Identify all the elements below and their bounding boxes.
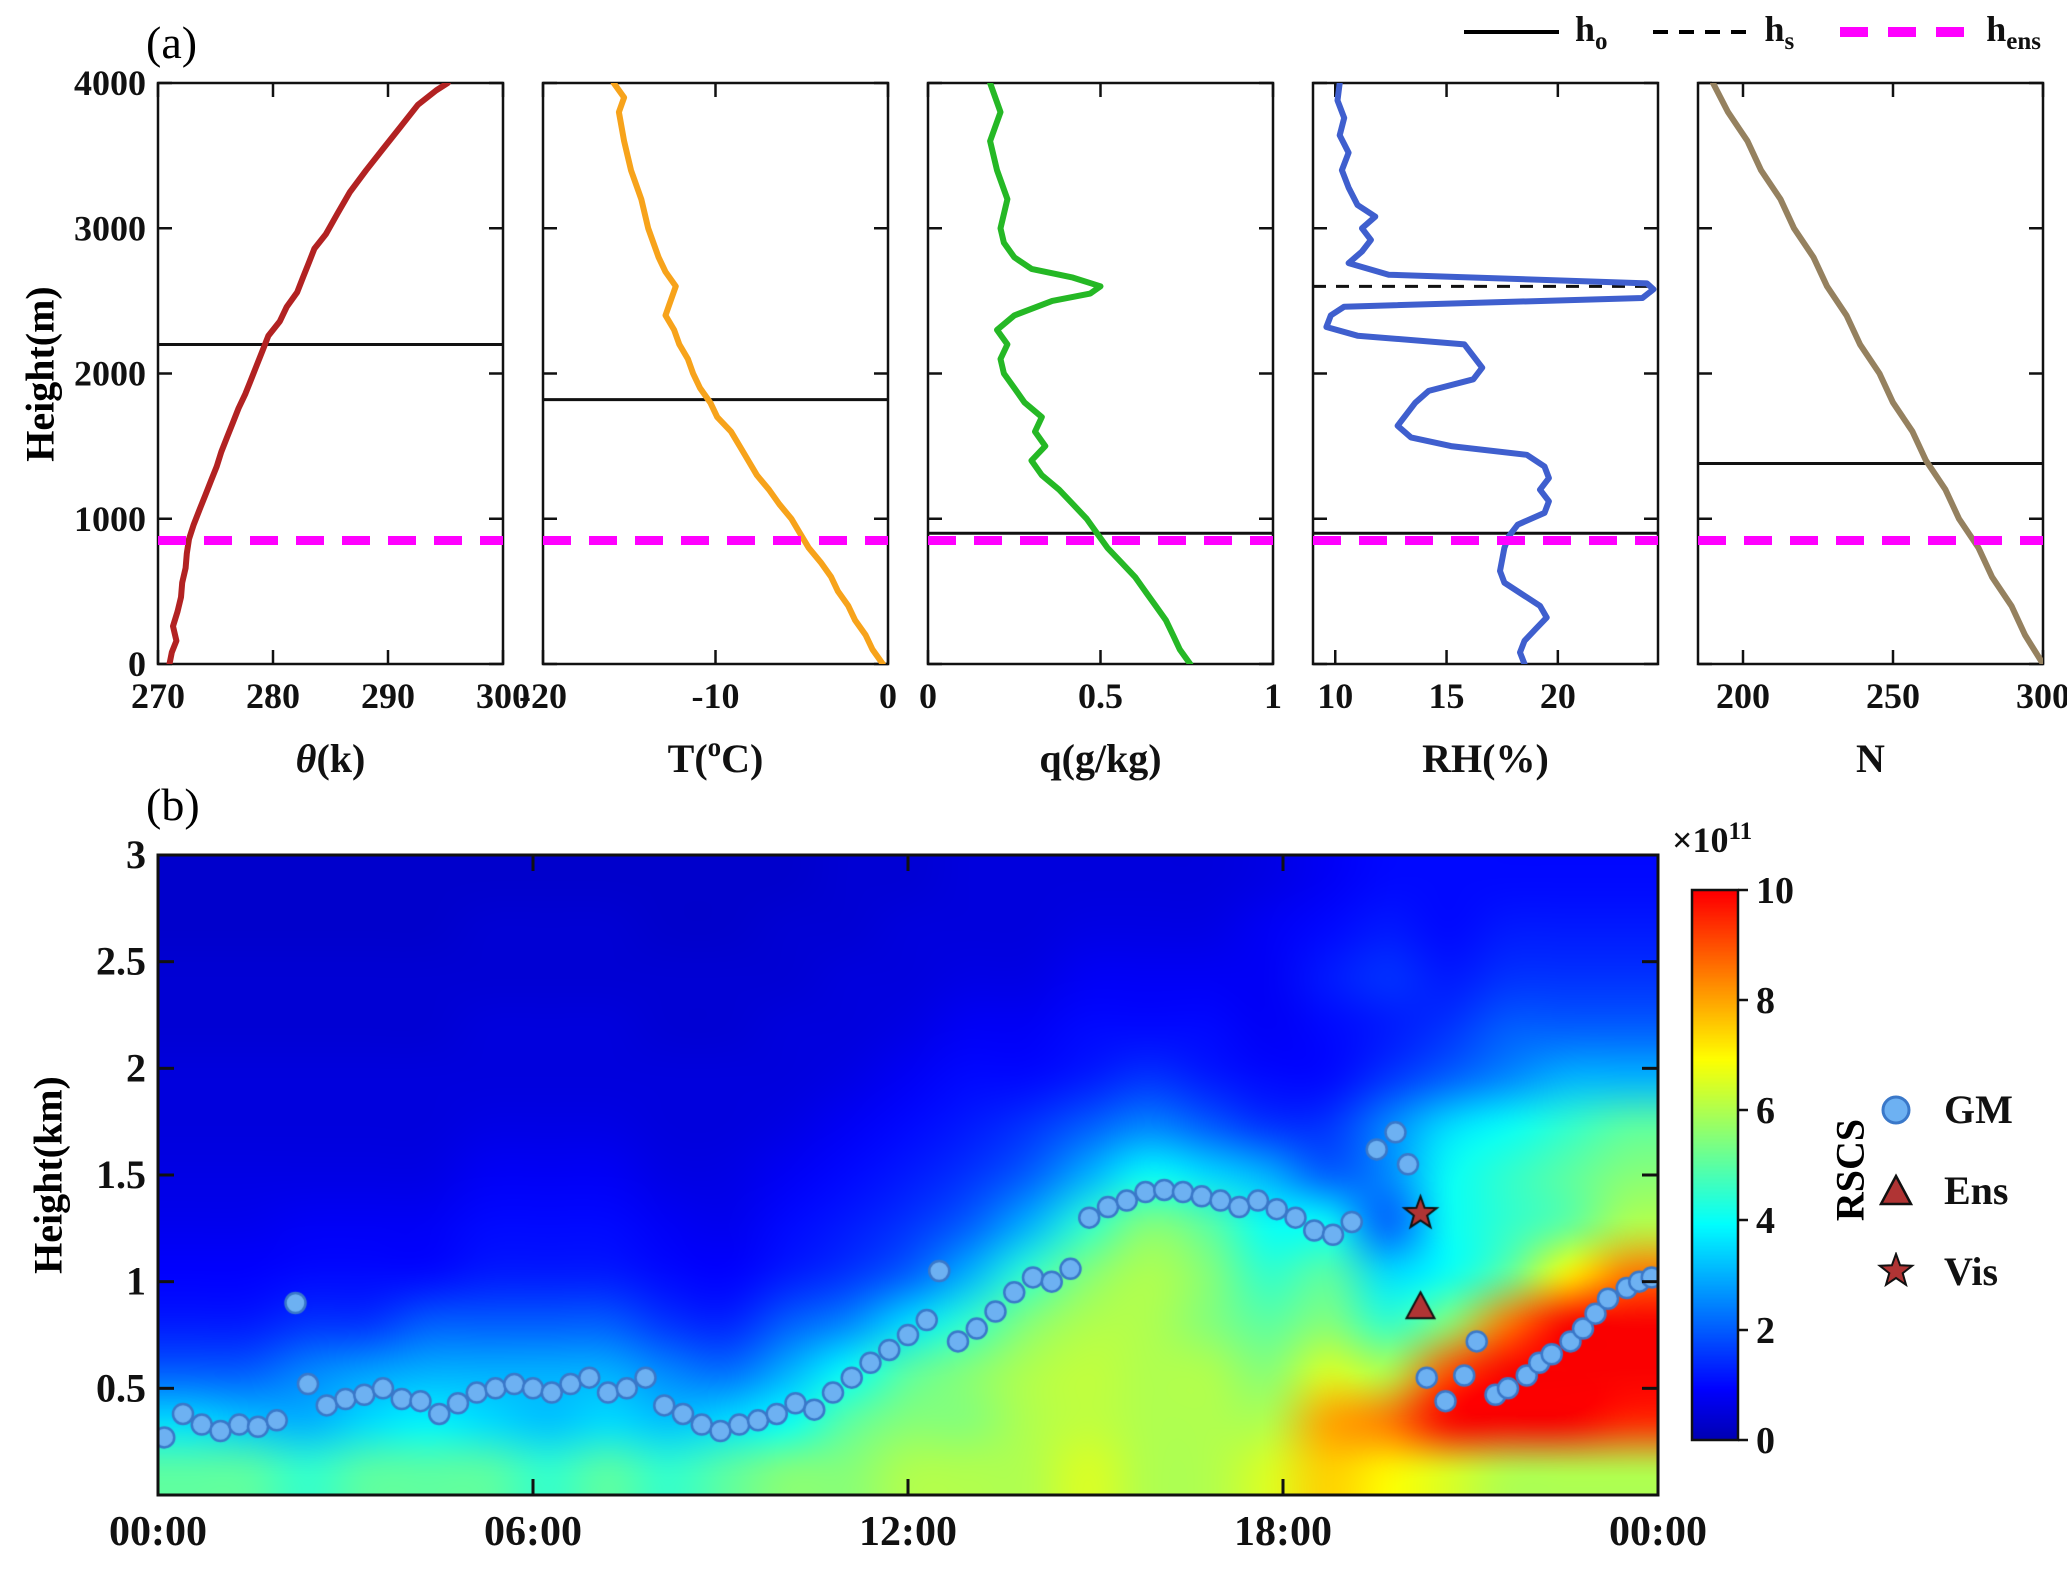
heatmap-frame — [156, 853, 1660, 1497]
y-tick-label: 4000 — [74, 63, 146, 103]
colorbar — [1692, 890, 1738, 1440]
x-tick-label: 290 — [361, 676, 415, 716]
rh-chart: 10 15 20 RH(%) — [1311, 81, 1660, 781]
vis-star-icon — [1877, 1251, 1915, 1287]
y-tick-label: 3000 — [74, 208, 146, 248]
legend-label-gm: GM — [1944, 1087, 2013, 1132]
height-tick-label: 0.5 — [96, 1365, 146, 1410]
x-tick-label: 1 — [1264, 676, 1282, 716]
time-tick-label: 06:00 — [484, 1509, 582, 1555]
n-profile-chart: 200 250 300 N — [1696, 81, 2067, 781]
x-tick-label: 200 — [1716, 676, 1770, 716]
y-tick-label: 0 — [128, 644, 146, 684]
panel-b-legend: GM Ens Vis — [1876, 1086, 2013, 1295]
height-tick-label: 2 — [126, 1045, 146, 1090]
rh-profile-line — [1323, 83, 1657, 664]
height-km-axis-label: Height(km) — [25, 1076, 71, 1274]
legend-label-vis: Vis — [1944, 1249, 1999, 1294]
x-axis-label: RH(%) — [1422, 736, 1549, 781]
x-axis-label: N — [1856, 736, 1885, 781]
colorbar-frame — [1690, 888, 1740, 1442]
y-tick-label: 1000 — [74, 499, 146, 539]
x-tick-label: 0 — [879, 676, 897, 716]
x-tick-label: 0.5 — [1078, 676, 1123, 716]
time-tick-label: 00:00 — [1609, 1509, 1707, 1555]
colorbar-tick-label: 2 — [1756, 1310, 1775, 1352]
legend-label-hens: hens — [1986, 9, 2041, 56]
humidity-q-profile-line — [987, 83, 1194, 664]
solid-line-icon — [1463, 30, 1559, 35]
theta-profile-line — [166, 83, 451, 664]
height-tick-label: 2.5 — [96, 939, 146, 984]
legend-item-hens: hens — [1840, 8, 2041, 56]
y-tick-label: 2000 — [74, 354, 146, 394]
magenta-dashed-line-icon — [1840, 27, 1971, 38]
height-m-axis-label: Height(m) — [17, 286, 63, 462]
colorbar-tick-label: 10 — [1756, 870, 1794, 912]
panel-b-label: (b) — [146, 779, 200, 830]
dashed-line-icon — [1653, 30, 1749, 35]
panel-a-legend: ho hs hens — [1463, 8, 2041, 56]
gm-circle-icon — [1881, 1095, 1911, 1124]
x-tick-label: 15 — [1429, 676, 1465, 716]
colorbar-tick-label: 8 — [1756, 980, 1775, 1022]
x-axis-label: θ(k) — [296, 736, 366, 781]
x-tick-label: 10 — [1317, 676, 1353, 716]
x-tick-label: 20 — [1540, 676, 1576, 716]
x-tick-label: 300 — [476, 676, 530, 716]
x-tick-label: -20 — [519, 676, 567, 716]
x-tick-label: 250 — [1866, 676, 1920, 716]
time-tick-label: 00:00 — [109, 1509, 207, 1555]
rscs-heatmap — [158, 855, 1658, 1495]
height-tick-label: 1.5 — [96, 1152, 146, 1197]
legend-label-ens: Ens — [1944, 1168, 2009, 1213]
x-tick-label: 270 — [131, 676, 185, 716]
colorbar-scale-exp: 11 — [1728, 818, 1753, 845]
panel-a-label: (a) — [146, 17, 198, 68]
legend-item-ho: ho — [1463, 8, 1608, 56]
heatmap-axes: 00:00 06:00 12:00 18:00 00:00 0.5 1 1.5 2 2.5 3 0 2 4… — [96, 832, 1794, 1555]
time-tick-label: 18:00 — [1234, 1509, 1332, 1555]
temperature-chart: -20 -10 0 T(oC) — [519, 81, 897, 781]
height-tick-label: 3 — [126, 832, 146, 877]
time-tick-label: 12:00 — [859, 1509, 957, 1555]
x-axis-label: q(g/kg) — [1039, 736, 1161, 781]
legend-item-hs: hs — [1653, 8, 1794, 56]
legend-item-vis: Vis — [1876, 1248, 2013, 1295]
colorbar-tick-label: 0 — [1756, 1420, 1775, 1462]
colorbar-scale-base: ×10 — [1672, 820, 1729, 860]
ens-triangle-icon — [1878, 1172, 1914, 1205]
colorbar-scale: ×1011 — [1672, 818, 1752, 861]
colorbar-tick-label: 6 — [1756, 1090, 1775, 1132]
legend-item-gm: GM — [1876, 1086, 2013, 1133]
height-tick-label: 1 — [126, 1259, 146, 1304]
legend-label-hs: hs — [1764, 9, 1795, 56]
humidity-q-chart: 0 0.5 1 q(g/kg) — [919, 81, 1282, 781]
legend-label-ho: ho — [1574, 9, 1608, 56]
x-tick-label: -10 — [692, 676, 740, 716]
x-tick-label: 300 — [2016, 676, 2067, 716]
temperature-profile-line — [610, 83, 886, 664]
n-profile-profile-line — [1710, 83, 2043, 664]
x-tick-label: 0 — [919, 676, 937, 716]
legend-item-ens: Ens — [1876, 1167, 2013, 1214]
colorbar-title: RSCS — [1827, 1118, 1873, 1222]
colorbar-tick-label: 4 — [1756, 1200, 1775, 1242]
x-axis-label: T(oC) — [668, 732, 764, 781]
x-tick-label: 280 — [246, 676, 300, 716]
